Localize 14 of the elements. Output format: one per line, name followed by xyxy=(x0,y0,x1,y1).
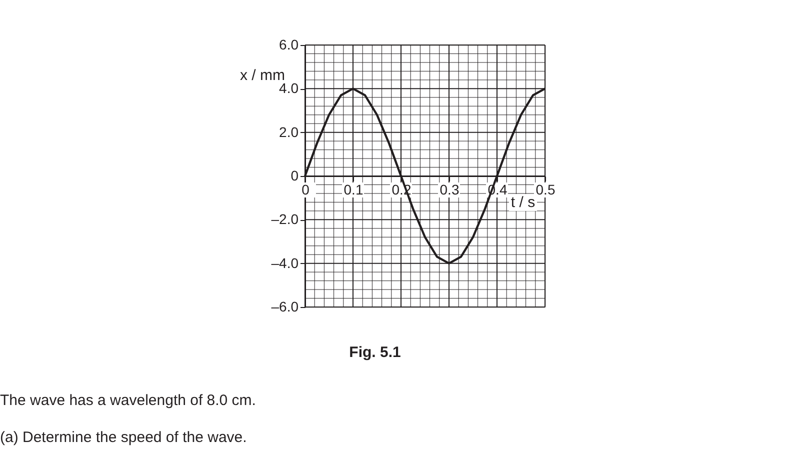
text: (a) Determine the speed of the wave. xyxy=(0,429,247,446)
x-tick-label: 0.3 xyxy=(440,182,460,198)
y-tick-label: –2.0 xyxy=(271,211,299,228)
caption: Fig. 5.1 xyxy=(349,344,401,361)
x-tick-label: 0.1 xyxy=(344,182,364,198)
y-tick-label: –6.0 xyxy=(271,298,299,314)
x-tick-label: 0.5 xyxy=(536,182,556,198)
y-tick-label: 0 xyxy=(290,168,299,184)
y-tick-label: –4.0 xyxy=(271,254,299,271)
x-tick-label: 0 xyxy=(302,182,310,198)
x-axis-title: t / s xyxy=(510,194,536,211)
y-tick-label: 2.0 xyxy=(279,124,299,140)
y-tick-label: 6.0 xyxy=(279,36,299,52)
text: The wave has a wavelength of 8.0 cm. xyxy=(0,392,256,409)
